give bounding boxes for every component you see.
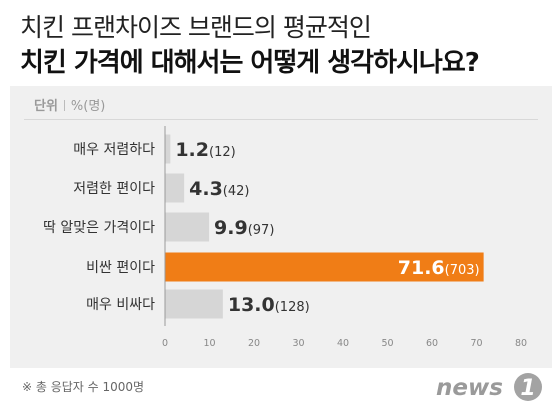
bar bbox=[165, 134, 171, 164]
data-label-value: 13.0 bbox=[228, 294, 275, 316]
chart-panel: 단위 %(명) bbox=[10, 86, 552, 368]
unit-heading: 단위 bbox=[34, 99, 58, 114]
x-tick-label: 70 bbox=[470, 338, 482, 349]
footnote: ※ 총 응답자 수 1000명 bbox=[22, 380, 145, 394]
x-tick-label: 20 bbox=[248, 338, 260, 349]
data-label-value: 4.3 bbox=[189, 178, 223, 200]
chart-title-line1: 치킨 프랜차이즈 브랜드의 평균적인 bbox=[20, 13, 372, 42]
x-tick-label: 80 bbox=[515, 338, 527, 349]
x-tick-label: 0 bbox=[162, 338, 168, 349]
chart-title-line2: 치킨 가격에 대해서는 어떻게 생각하시나요? bbox=[20, 48, 480, 78]
data-label-count: (128) bbox=[275, 300, 310, 315]
category-label: 매우 저렴하다 bbox=[73, 142, 155, 158]
data-label: 9.9(97) bbox=[214, 217, 274, 239]
bar bbox=[165, 289, 223, 319]
category-label: 딱 알맞은 가격이다 bbox=[43, 220, 155, 236]
news1-logo-circle bbox=[514, 373, 542, 401]
data-label-count: (703) bbox=[445, 263, 480, 278]
news1-logo-wordmark: news bbox=[436, 375, 503, 401]
x-tick-label: 10 bbox=[203, 338, 215, 349]
x-tick-label: 40 bbox=[337, 338, 349, 349]
data-label-count: (97) bbox=[248, 223, 275, 238]
unit-divider bbox=[63, 100, 65, 111]
data-label: 71.6(703) bbox=[398, 257, 480, 279]
bar bbox=[165, 173, 185, 203]
data-label: 1.2(12) bbox=[175, 139, 235, 161]
bar bbox=[165, 212, 210, 242]
news1-logo: news 1 bbox=[436, 373, 542, 401]
data-label-value: 71.6 bbox=[398, 257, 445, 279]
data-label-value: 9.9 bbox=[214, 217, 248, 239]
unit-label: 단위 %(명) bbox=[34, 95, 105, 114]
data-label: 13.0(128) bbox=[228, 294, 310, 316]
category-label: 저렴한 편이다 bbox=[73, 181, 155, 197]
category-label: 비싼 편이다 bbox=[86, 260, 155, 276]
x-tick-label: 30 bbox=[292, 338, 304, 349]
news1-logo-mark: 1 bbox=[520, 376, 535, 401]
bar bbox=[165, 252, 484, 282]
unit-underline bbox=[24, 119, 538, 120]
data-label-count: (12) bbox=[209, 145, 236, 160]
unit-value: %(명) bbox=[70, 99, 106, 114]
data-label-value: 1.2 bbox=[175, 139, 209, 161]
x-tick-label: 50 bbox=[381, 338, 393, 349]
category-label: 매우 비싸다 bbox=[86, 297, 155, 313]
data-label: 4.3(42) bbox=[189, 178, 249, 200]
x-tick-label: 60 bbox=[426, 338, 438, 349]
data-label-count: (42) bbox=[223, 184, 250, 199]
